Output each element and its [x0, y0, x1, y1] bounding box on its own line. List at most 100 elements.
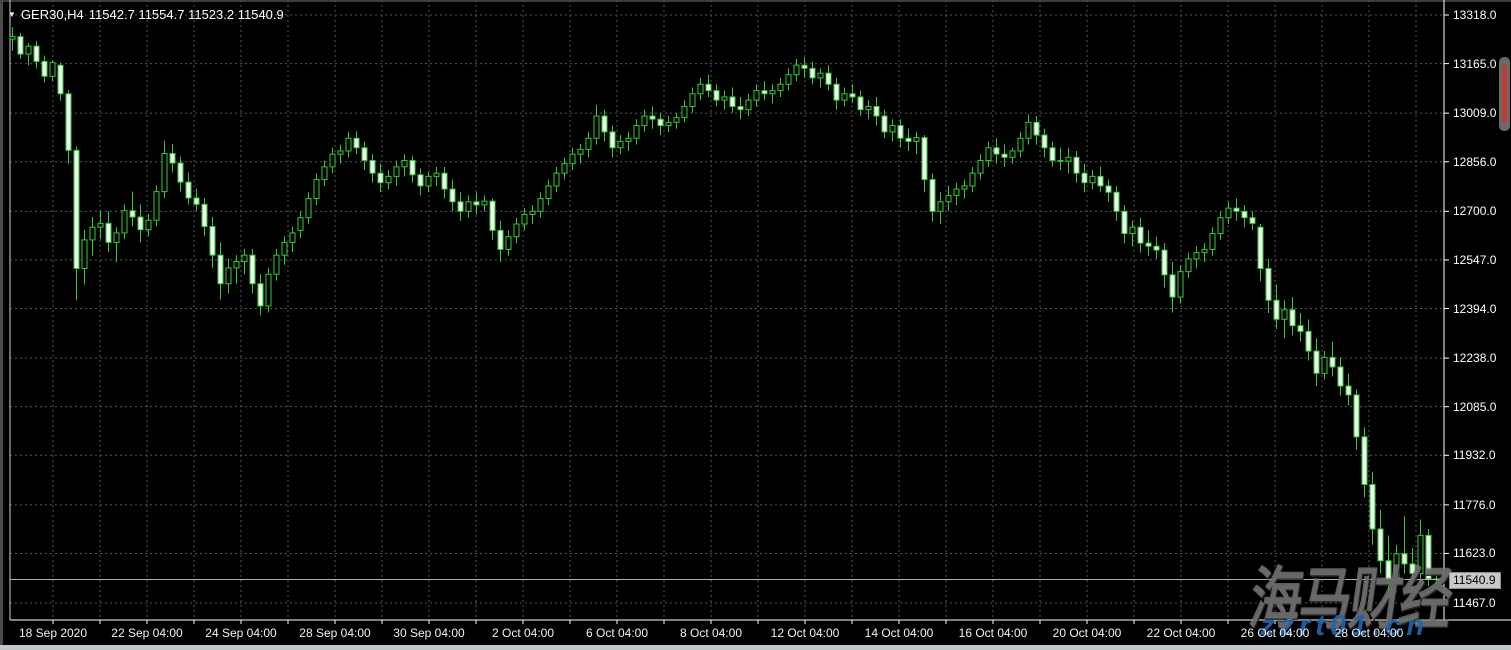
time-axis[interactable]: 18 Sep 2020 22 Sep 04:00 24 Sep 04:00 28 Se…	[0, 622, 1511, 646]
candle-body	[825, 72, 832, 85]
candle-body	[1073, 156, 1080, 174]
candle-body	[1113, 191, 1120, 212]
candle-body	[745, 99, 752, 111]
candle-body	[801, 64, 808, 69]
price-axis-label: 13318.0	[1453, 8, 1497, 22]
candle-body	[345, 137, 352, 152]
current-price-tag: 11540.9	[1449, 571, 1501, 589]
candle-body	[97, 222, 104, 228]
price-axis-label: 12856.0	[1453, 154, 1497, 169]
candle-body	[529, 210, 536, 215]
time-axis-label: 30 Sep 04:00	[393, 626, 465, 640]
candle-body	[313, 179, 320, 200]
price-axis-label: 12085.0	[1453, 399, 1497, 414]
time-axis-label: 22 Oct 04:00	[1146, 626, 1216, 640]
price-axis[interactable]: 13318.0 13165.0 13009.0 12856.0 12700.0 12547…	[1449, 0, 1511, 620]
candle-body	[1033, 121, 1040, 136]
candle-body	[209, 226, 216, 256]
candle-body	[473, 201, 480, 206]
scroll-indicator-thumb[interactable]	[1502, 65, 1507, 123]
candle-body	[65, 93, 72, 151]
candle-body	[169, 153, 176, 164]
candle-body	[9, 36, 16, 40]
candle-body	[17, 36, 24, 55]
candle-body	[129, 210, 136, 218]
candle-body	[1233, 207, 1240, 212]
time-axis-label: 8 Oct 04:00	[679, 626, 743, 640]
candle-body	[497, 229, 504, 250]
price-axis-label: 12394.0	[1453, 301, 1497, 316]
ohlc-readout: 11542.7 11554.7 11523.2 11540.9	[88, 7, 284, 22]
candle-body	[705, 83, 712, 92]
candle-body	[969, 172, 976, 187]
candle-body	[945, 194, 952, 203]
candle-body	[737, 105, 744, 111]
window-border-left	[0, 0, 3, 650]
candle-body	[449, 188, 456, 203]
candle-body	[577, 148, 584, 155]
instrument-label: GER30,H4	[20, 7, 84, 22]
candle-body	[457, 201, 464, 212]
candle-body	[905, 137, 912, 142]
candle-body	[273, 254, 280, 275]
candle-body	[105, 222, 112, 243]
candle-body	[617, 140, 624, 149]
candle-body	[521, 213, 528, 225]
candle-body	[1153, 245, 1160, 251]
candle-body	[377, 172, 384, 184]
candle-body	[73, 149, 80, 269]
candle-body	[33, 45, 40, 62]
candle-body	[401, 159, 408, 168]
candle-body	[609, 131, 616, 149]
candle-body	[961, 185, 968, 190]
candle-body	[241, 254, 248, 263]
candle-body	[409, 159, 416, 176]
candle-body	[1201, 248, 1208, 254]
scroll-indicator[interactable]	[1499, 57, 1510, 131]
candle-body	[777, 83, 784, 92]
price-axis-label: 11932.0	[1453, 448, 1496, 463]
candle-body	[657, 118, 664, 127]
candle-body	[1049, 147, 1056, 161]
candle-body	[233, 261, 240, 269]
candle-body	[25, 45, 32, 55]
candle-body	[1089, 175, 1096, 184]
candle-body	[353, 137, 360, 149]
candle-body	[361, 147, 368, 161]
candle-body	[1265, 267, 1272, 301]
candle-body	[305, 198, 312, 219]
time-axis-label: 2 Oct 04:00	[491, 626, 555, 640]
candle-body	[1257, 226, 1264, 269]
candle-body	[729, 96, 736, 107]
candle-body	[257, 283, 264, 307]
candle-body	[833, 83, 840, 101]
candle-body	[1177, 271, 1184, 298]
candle-body	[977, 159, 984, 174]
candle-body	[1297, 325, 1304, 332]
chart-title: ▼ GER30,H4 11542.7 11554.7 11523.2 11540…	[8, 7, 284, 22]
candle-body	[385, 175, 392, 184]
candle-body	[721, 96, 728, 101]
candle-body	[849, 93, 856, 98]
candle-body	[697, 83, 704, 95]
symbol-dropdown-icon[interactable]: ▼	[8, 10, 16, 19]
candle-body	[1169, 274, 1176, 298]
candle-body	[809, 67, 816, 79]
candle-body	[297, 217, 304, 231]
candle-body	[1409, 563, 1416, 574]
candle-body	[649, 115, 656, 120]
candle-body	[225, 267, 232, 285]
candle-body	[713, 90, 720, 101]
candle-body	[1273, 299, 1280, 320]
candle-body	[681, 105, 688, 119]
candle-body	[161, 153, 168, 193]
candle-body	[1025, 121, 1032, 139]
candle-body	[1001, 153, 1008, 158]
candle-body	[1425, 534, 1432, 580]
candle-body	[889, 125, 896, 133]
candle-body	[81, 239, 88, 269]
candle-body	[913, 137, 920, 142]
candle-body	[1041, 134, 1048, 149]
candle-body	[553, 172, 560, 187]
